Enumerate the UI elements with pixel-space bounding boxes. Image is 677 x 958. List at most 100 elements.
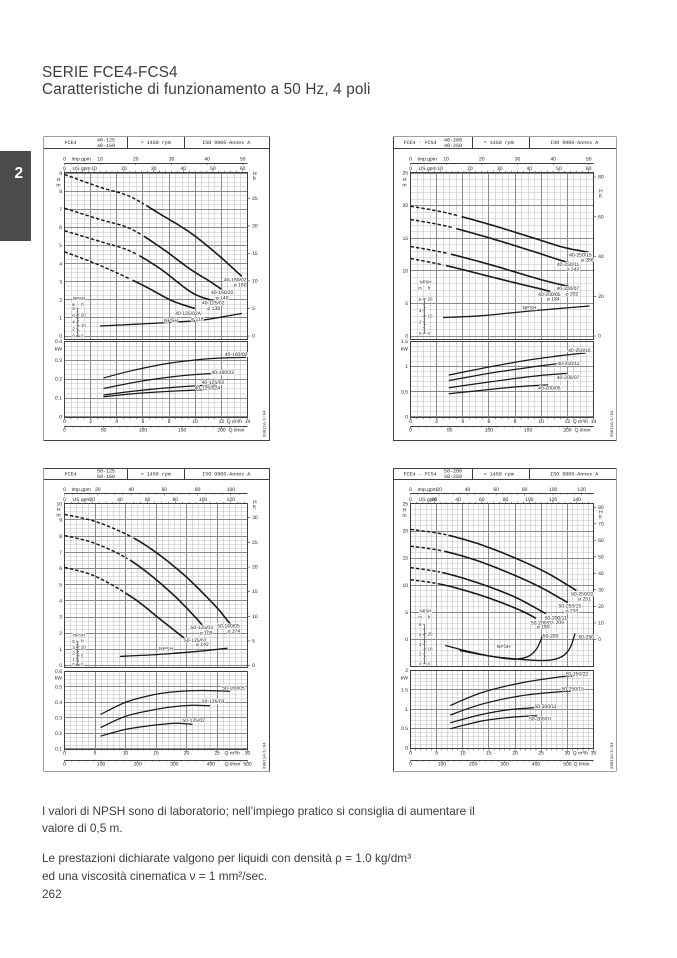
svg-text:0: 0 (63, 497, 66, 503)
svg-text:US gpm: US gpm (73, 166, 91, 172)
svg-text:50-250: 50-250 (579, 634, 595, 640)
svg-text:4: 4 (59, 599, 62, 605)
svg-text:50-160: 50-160 (97, 474, 115, 480)
svg-text:50-125: 50-125 (97, 469, 115, 475)
svg-text:20: 20 (184, 750, 190, 756)
svg-text:20: 20 (479, 157, 485, 163)
svg-text:0: 0 (598, 334, 601, 340)
svg-text:20: 20 (598, 294, 604, 300)
svg-text:400: 400 (207, 762, 216, 768)
svg-text:40-125/02: 40-125/02 (202, 380, 225, 386)
svg-text:m: m (402, 182, 406, 188)
svg-text:m: m (72, 639, 76, 644)
svg-text:50: 50 (447, 428, 453, 434)
svg-text:50: 50 (240, 157, 246, 163)
svg-text:0: 0 (428, 331, 431, 336)
svg-text:14: 14 (245, 419, 251, 425)
svg-text:10: 10 (97, 157, 103, 163)
svg-text:40-200/07: 40-200/07 (557, 286, 580, 292)
svg-text:⌀ 140: ⌀ 140 (216, 295, 229, 301)
svg-text:6: 6 (59, 225, 62, 231)
svg-text:60: 60 (479, 497, 485, 503)
svg-text:4: 4 (59, 261, 62, 267)
svg-text:10: 10 (91, 166, 97, 172)
svg-text:50-160/05: 50-160/05 (217, 623, 240, 629)
svg-text:US gpm: US gpm (419, 166, 437, 172)
svg-text:40-250/15: 40-250/15 (568, 348, 591, 354)
svg-text:NPSH: NPSH (159, 647, 173, 653)
svg-text:100: 100 (525, 497, 534, 503)
svg-text:20: 20 (402, 203, 408, 209)
svg-text:40: 40 (455, 497, 461, 503)
svg-text:300: 300 (170, 762, 179, 768)
svg-text:ISO 9906-Annex A: ISO 9906-Annex A (202, 140, 250, 146)
svg-text:0.3: 0.3 (55, 716, 62, 722)
svg-text:0: 0 (252, 663, 255, 669)
svg-text:2: 2 (419, 320, 422, 325)
svg-text:500: 500 (563, 762, 572, 768)
svg-text:80: 80 (598, 175, 604, 181)
svg-text:Imp.gpm: Imp.gpm (72, 487, 91, 493)
svg-text:Q m³/h: Q m³/h (225, 750, 240, 756)
svg-text:≈ 1450 rpm: ≈ 1450 rpm (484, 471, 514, 477)
svg-text:0.1: 0.1 (55, 747, 62, 753)
svg-text:40-125/02: 40-125/02 (202, 301, 225, 307)
svg-text:80: 80 (503, 497, 509, 503)
svg-text:150: 150 (178, 428, 187, 434)
svg-text:25: 25 (214, 750, 220, 756)
svg-text:0: 0 (409, 497, 412, 503)
svg-text:098I1A/C/04: 098I1A/C/04 (263, 410, 268, 437)
svg-text:ISO 9906-Annex A: ISO 9906-Annex A (202, 471, 250, 477)
svg-text:10: 10 (428, 314, 433, 319)
svg-text:60: 60 (598, 538, 604, 544)
svg-text:FCE4: FCE4 (64, 471, 76, 477)
svg-text:Q l/min: Q l/min (574, 762, 590, 768)
svg-text:15: 15 (252, 251, 258, 257)
svg-text:1: 1 (405, 707, 408, 713)
svg-text:⌀ 190: ⌀ 190 (537, 625, 550, 631)
svg-text:8: 8 (59, 534, 62, 540)
svg-text:6: 6 (142, 419, 145, 425)
svg-text:10: 10 (81, 645, 86, 650)
svg-text:NPSH: NPSH (164, 318, 178, 324)
svg-text:100: 100 (199, 497, 208, 503)
svg-text:0: 0 (252, 334, 255, 340)
svg-text:0: 0 (409, 157, 412, 163)
svg-text:5: 5 (59, 243, 62, 249)
svg-text:0: 0 (405, 746, 408, 752)
svg-text:6: 6 (59, 566, 62, 572)
svg-text:H: H (253, 500, 257, 506)
svg-text:20: 20 (89, 497, 95, 503)
svg-text:5: 5 (59, 582, 62, 588)
svg-text:50: 50 (101, 428, 107, 434)
svg-text:25: 25 (402, 502, 408, 508)
svg-text:2: 2 (59, 631, 62, 637)
svg-text:10: 10 (598, 621, 604, 627)
svg-text:H: H (57, 177, 61, 183)
svg-text:3: 3 (72, 645, 75, 650)
svg-text:40: 40 (598, 571, 604, 577)
svg-text:US gpm: US gpm (419, 497, 437, 503)
svg-text:30: 30 (151, 166, 157, 172)
svg-text:400: 400 (532, 762, 541, 768)
svg-text:⌀ 209: ⌀ 209 (551, 620, 564, 626)
svg-text:50-250/15: 50-250/15 (559, 604, 582, 610)
svg-text:0: 0 (81, 334, 84, 339)
svg-text:m: m (56, 182, 60, 188)
svg-text:40-125/02A: 40-125/02A (175, 311, 202, 317)
svg-text:ft: ft (599, 515, 602, 521)
svg-text:50-160/05: 50-160/05 (222, 686, 245, 692)
svg-text:0.2: 0.2 (55, 377, 62, 383)
svg-text:40-200/07: 40-200/07 (557, 375, 580, 381)
svg-text:⌀ 202: ⌀ 202 (565, 292, 578, 298)
svg-text:2: 2 (72, 651, 75, 656)
svg-text:0: 0 (59, 334, 62, 340)
svg-text:60: 60 (586, 166, 592, 172)
svg-text:4: 4 (115, 419, 118, 425)
svg-text:NPSH: NPSH (73, 296, 85, 301)
svg-text:4: 4 (461, 419, 464, 425)
svg-text:098I1A/C/04: 098I1A/C/04 (263, 742, 268, 769)
svg-text:25: 25 (538, 750, 544, 756)
svg-text:40-125/02A: 40-125/02A (195, 385, 222, 391)
svg-text:0: 0 (63, 166, 66, 172)
